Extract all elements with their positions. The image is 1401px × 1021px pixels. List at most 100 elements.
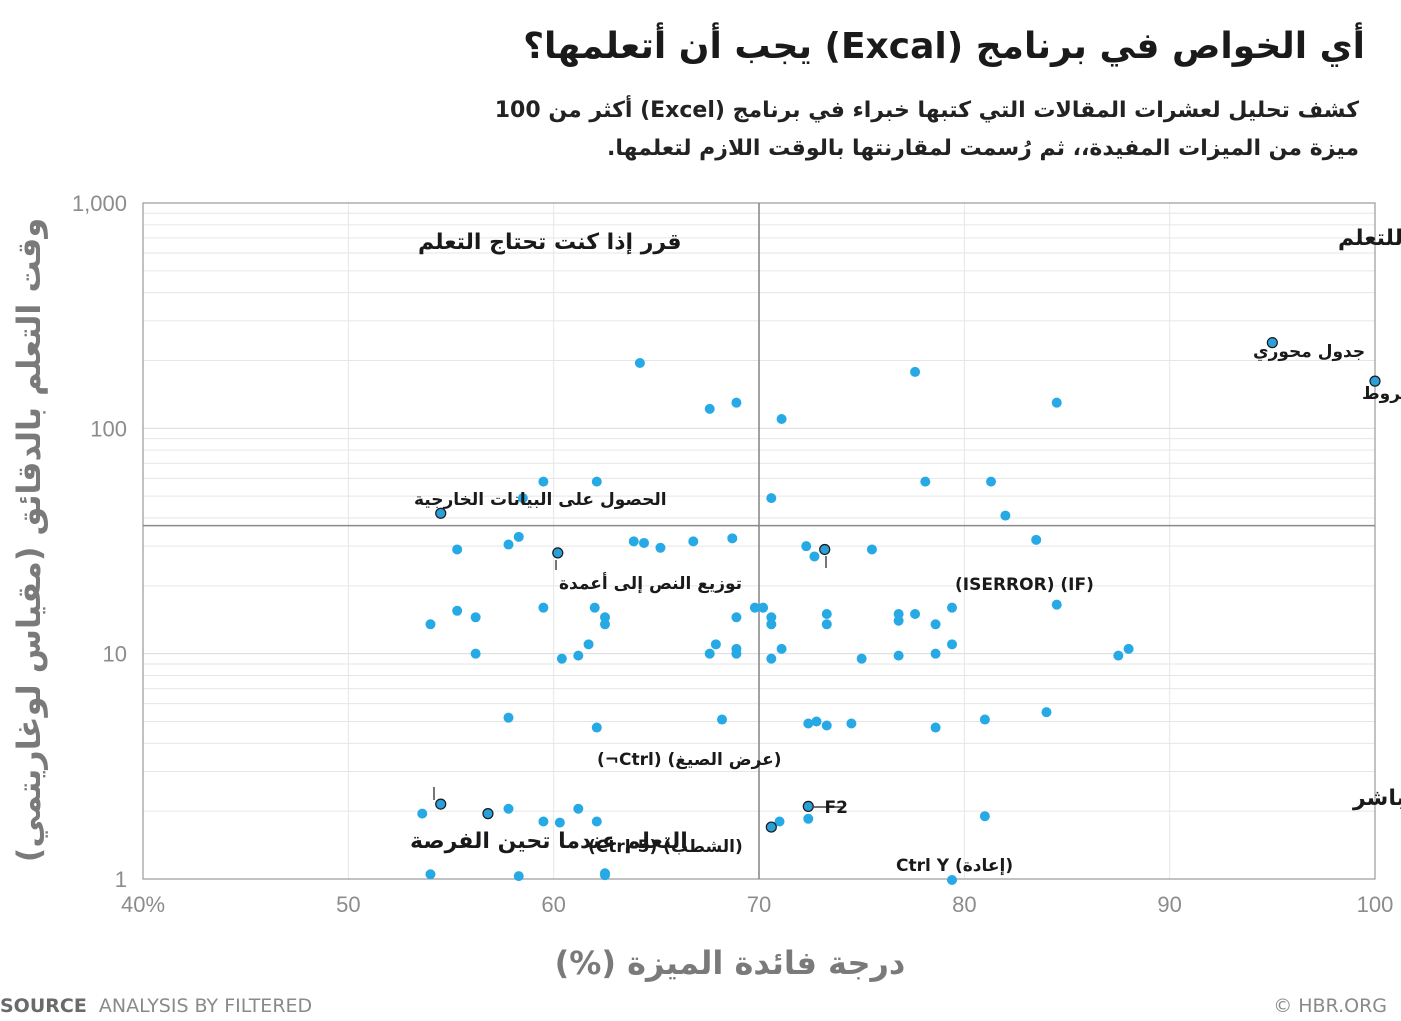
chart-title: أي الخواص في برنامج (Excal) يجب أن أتعلم… (523, 26, 1365, 67)
point-label: (IF) (ISERROR) (955, 575, 1094, 595)
data-point (513, 531, 524, 542)
data-point (417, 808, 428, 819)
data-point (947, 602, 958, 613)
x-axis-title: درجة فائدة الميزة (%) (555, 944, 906, 982)
highlighted-point (552, 547, 564, 559)
data-point (704, 403, 715, 414)
data-point (809, 551, 820, 562)
point-label: الحصول على البيانات الخارجية (414, 490, 667, 510)
data-point (704, 648, 715, 659)
point-label: F2 (825, 798, 848, 818)
data-point (930, 722, 941, 733)
data-point (503, 803, 514, 814)
x-tick-label: 50 (336, 892, 360, 917)
label-leaders (433, 556, 842, 808)
data-point (766, 619, 777, 630)
data-point (866, 544, 877, 555)
credit: © HBR.ORG (1273, 995, 1387, 1017)
highlighted-point (435, 798, 447, 810)
data-point (573, 803, 584, 814)
data-point (1113, 650, 1124, 661)
data-point (776, 414, 787, 425)
data-point (710, 639, 721, 650)
data-point (517, 493, 528, 504)
x-tick-label: 40% (121, 892, 165, 917)
data-point (930, 619, 941, 630)
data-point (600, 870, 610, 881)
source-text: ANALYSIS BY FILTERED (98, 995, 313, 1017)
x-tick-label: 90 (1157, 892, 1181, 917)
data-point (503, 539, 514, 550)
data-point (776, 643, 787, 654)
data-point (893, 650, 904, 661)
point-label: توزيع النص إلى أعمدة (559, 572, 742, 594)
data-point (513, 871, 524, 882)
point-label: (عرض الصيغ) (Ctrl¬) (597, 750, 782, 770)
data-point (538, 602, 549, 613)
data-point (979, 811, 990, 822)
data-point (801, 541, 812, 552)
data-point (731, 648, 742, 659)
highlighted-point (765, 821, 777, 833)
data-point (554, 817, 565, 828)
data-point (591, 476, 602, 487)
data-point (1000, 510, 1011, 521)
data-point (573, 650, 584, 661)
y-axis-title: وقت التعلم بالدقائق (مقياس لوغاريتمي) (10, 218, 48, 863)
data-point (749, 602, 760, 613)
data-point (731, 397, 742, 408)
point-label: (إعادة) Ctrl Y (896, 856, 1013, 876)
data-point (600, 619, 610, 630)
data-point (766, 612, 777, 623)
highlighted-point (802, 800, 814, 812)
highlighted-point (819, 543, 831, 556)
data-point (1123, 643, 1134, 654)
data-points (417, 337, 1381, 885)
data-point (470, 612, 481, 623)
data-point (920, 476, 931, 487)
x-tick-label: 70 (747, 892, 771, 917)
x-tick-label: 80 (952, 892, 976, 917)
data-point (1051, 599, 1062, 610)
data-point (893, 615, 904, 626)
quadrant-label-top-left: قرر إذا كنت تحتاج التعلم (418, 230, 681, 255)
quadrant-dividers (143, 203, 1375, 879)
point-label: جدول محوري (1253, 342, 1365, 362)
highlighted-point (1266, 337, 1278, 349)
data-point (634, 357, 645, 368)
data-point (538, 476, 549, 487)
data-point (452, 544, 463, 555)
y-tick-label: 100 (90, 416, 127, 441)
highlighted-point (482, 808, 494, 820)
quadrant-label-top-right: حدد مدة زمنية للتعلم (1338, 226, 1401, 251)
data-point (1041, 707, 1052, 718)
quadrant-label-bottom-left: التعلم عندما تحين الفرصة (410, 829, 688, 854)
data-point (628, 536, 639, 547)
data-point (846, 718, 857, 729)
data-point (856, 653, 867, 664)
data-point (727, 533, 738, 544)
data-point (947, 639, 958, 650)
data-point (452, 605, 463, 616)
data-point (591, 722, 602, 733)
data-point (1031, 534, 1042, 545)
x-tick-label: 60 (541, 892, 565, 917)
data-point (774, 816, 785, 827)
data-point (425, 619, 436, 630)
data-point (821, 720, 832, 731)
data-point (979, 714, 990, 725)
data-point (591, 816, 602, 827)
point-label: (الشطب) (Ctrl-5) (588, 837, 743, 857)
data-point (766, 493, 777, 504)
chart-subtitle: كشف تحليل لعشرات المقالات التي كتبها خبر… (494, 98, 1359, 161)
data-point (425, 869, 436, 880)
data-point (910, 366, 921, 377)
y-tick-label: 1,000 (72, 191, 127, 216)
x-tick-label: 100 (1357, 892, 1394, 917)
data-point (910, 608, 921, 619)
data-point (758, 602, 769, 613)
source-label: SOURCE (0, 995, 87, 1017)
data-point (821, 608, 832, 619)
data-point (688, 536, 699, 547)
data-point (538, 816, 549, 827)
